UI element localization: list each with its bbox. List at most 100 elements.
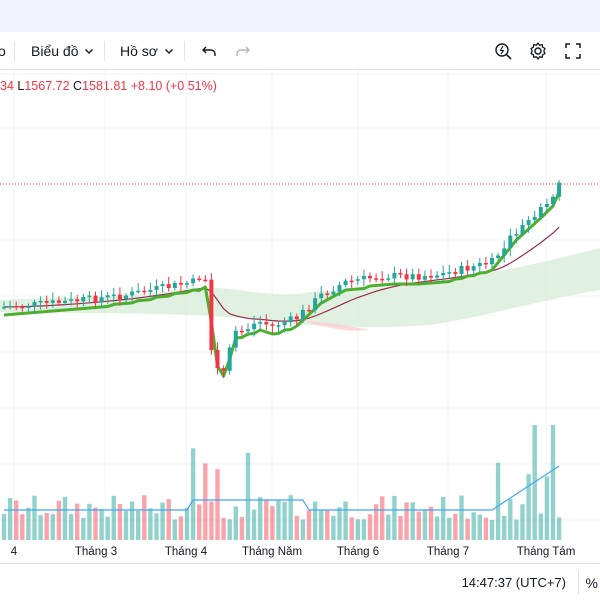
candle-body: [154, 286, 159, 290]
candle-body: [538, 206, 543, 217]
candle: [422, 270, 427, 283]
candle: [209, 273, 214, 355]
candle-body: [386, 278, 391, 280]
volume-bar: [142, 495, 147, 540]
candle: [38, 296, 43, 310]
volume-bar: [300, 519, 306, 540]
fullscreen-button[interactable]: [564, 32, 582, 69]
time-axis: 4 Tháng 3 Tháng 4 Tháng Năm Tháng 6 Tháng 7 Th…: [11, 546, 576, 558]
candle-body: [557, 182, 562, 197]
undo-button[interactable]: [200, 32, 218, 69]
profile-menu-button[interactable]: Hồ sơ: [120, 32, 174, 69]
volume-bar: [38, 515, 43, 540]
redo-button[interactable]: [234, 32, 252, 69]
candle-body: [282, 322, 287, 326]
volume-bar: [50, 514, 55, 540]
candle: [532, 210, 537, 223]
percent-scale-button[interactable]: %: [578, 571, 600, 595]
candle: [166, 276, 171, 292]
candle-body: [398, 273, 403, 275]
quick-search-button[interactable]: [493, 32, 513, 69]
volume-bar: [489, 519, 495, 540]
candle-body: [221, 368, 226, 371]
candle: [124, 293, 128, 304]
price-chart[interactable]: 4 Tháng 3 Tháng 4 Tháng Năm Tháng 6 Tháng 7 Th…: [0, 70, 600, 563]
candle: [233, 326, 238, 352]
volume-bar: [1, 513, 7, 540]
volume-bar: [288, 495, 293, 540]
settings-button[interactable]: [528, 32, 548, 69]
time-axis-label: Tháng Năm: [242, 546, 302, 558]
candle: [410, 268, 415, 283]
volume-bar: [68, 514, 74, 540]
candle-body: [142, 290, 147, 293]
candle: [160, 281, 165, 293]
volume-bar: [331, 515, 336, 540]
redo-icon: [236, 46, 250, 56]
candle: [349, 275, 354, 289]
volume-bar: [215, 469, 220, 540]
volume-bar: [75, 503, 80, 540]
candle: [56, 296, 61, 306]
candle: [514, 228, 519, 244]
candle: [325, 290, 330, 299]
volume-bar: [410, 502, 415, 540]
candle: [20, 304, 25, 312]
candle-body: [544, 203, 549, 207]
volume-bar: [184, 507, 190, 540]
open-value-tail: 34: [0, 79, 14, 93]
candle: [50, 292, 55, 308]
candle-body: [453, 272, 458, 275]
candle: [496, 252, 501, 261]
candle: [221, 365, 226, 379]
close-key: C: [73, 79, 83, 93]
candle-body: [508, 235, 513, 249]
candle: [276, 320, 281, 333]
candle: [197, 275, 202, 282]
candle-body: [361, 276, 366, 280]
candle: [63, 296, 67, 306]
candle-body: [319, 293, 324, 299]
candle-body: [270, 324, 275, 326]
candle-body: [264, 321, 269, 325]
candle: [117, 287, 122, 306]
low-value: 1567.72: [24, 79, 70, 93]
candle-body: [331, 291, 336, 295]
candle: [319, 285, 324, 304]
candle: [508, 228, 513, 257]
partial-menu-label: o: [0, 42, 6, 59]
candle-body: [117, 294, 122, 300]
candle: [288, 312, 293, 327]
volume-bar: [245, 452, 251, 540]
candle-body: [63, 300, 67, 303]
volume-bar: [306, 510, 312, 540]
volume-bar: [337, 507, 342, 540]
candle: [87, 291, 92, 304]
candle-body: [191, 278, 196, 284]
partial-menu-item[interactable]: o: [0, 32, 6, 69]
volume-bar: [44, 512, 49, 540]
volume-bar: [136, 511, 141, 540]
candle: [264, 314, 269, 331]
candle: [502, 240, 507, 263]
candle-body: [520, 224, 525, 235]
volume-bar: [129, 501, 135, 540]
candle: [227, 344, 232, 375]
ichimoku-cloud: [0, 248, 600, 331]
candle-body: [258, 321, 263, 324]
candle-body: [496, 255, 501, 259]
candle: [32, 299, 37, 315]
candle-body: [56, 300, 61, 303]
volume-bar: [148, 508, 153, 540]
toolbar-divider: [184, 41, 185, 61]
volume-bar: [154, 513, 159, 540]
volume-bar: [264, 499, 269, 540]
volume-bar: [404, 502, 409, 540]
volume-bar: [312, 501, 318, 540]
candle-body: [136, 290, 141, 293]
volume-bar: [453, 513, 458, 540]
candle-body: [2, 306, 6, 309]
chart-menu-button[interactable]: Biểu đồ: [31, 32, 94, 69]
volume-bar: [209, 501, 214, 540]
volume-bar: [117, 503, 123, 540]
